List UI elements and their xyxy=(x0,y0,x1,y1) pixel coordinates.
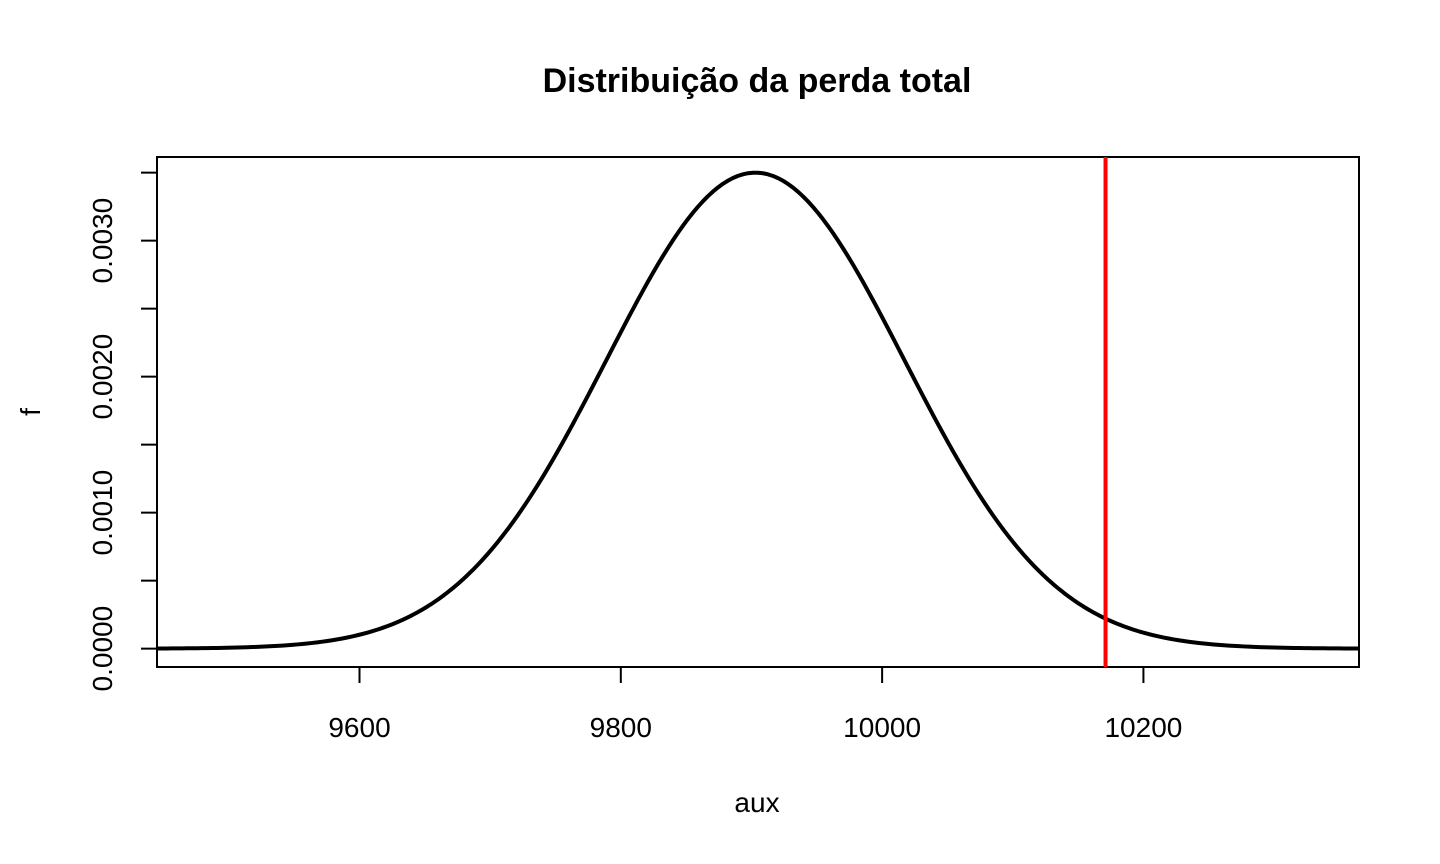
y-tick-label: 0.0010 xyxy=(87,470,118,556)
chart-title: Distribuição da perda total xyxy=(543,62,972,100)
x-axis-label: aux xyxy=(734,787,779,818)
y-tick-label: 0.0000 xyxy=(87,606,118,692)
y-tick-label: 0.0020 xyxy=(87,334,118,420)
x-tick-label: 10200 xyxy=(1104,712,1182,743)
y-tick-label: 0.0030 xyxy=(87,198,118,284)
x-axis: 9600 9800 10000 10200 xyxy=(328,666,1182,743)
x-tick-label: 9800 xyxy=(590,712,652,743)
x-tick-label: 10000 xyxy=(843,712,921,743)
y-axis-label: f xyxy=(15,408,46,416)
density-curve xyxy=(156,170,1360,651)
x-tick-label: 9600 xyxy=(328,712,390,743)
y-axis: 0.0000 0.0010 0.0020 0.0030 xyxy=(87,171,158,692)
plot-frame xyxy=(156,156,1360,668)
